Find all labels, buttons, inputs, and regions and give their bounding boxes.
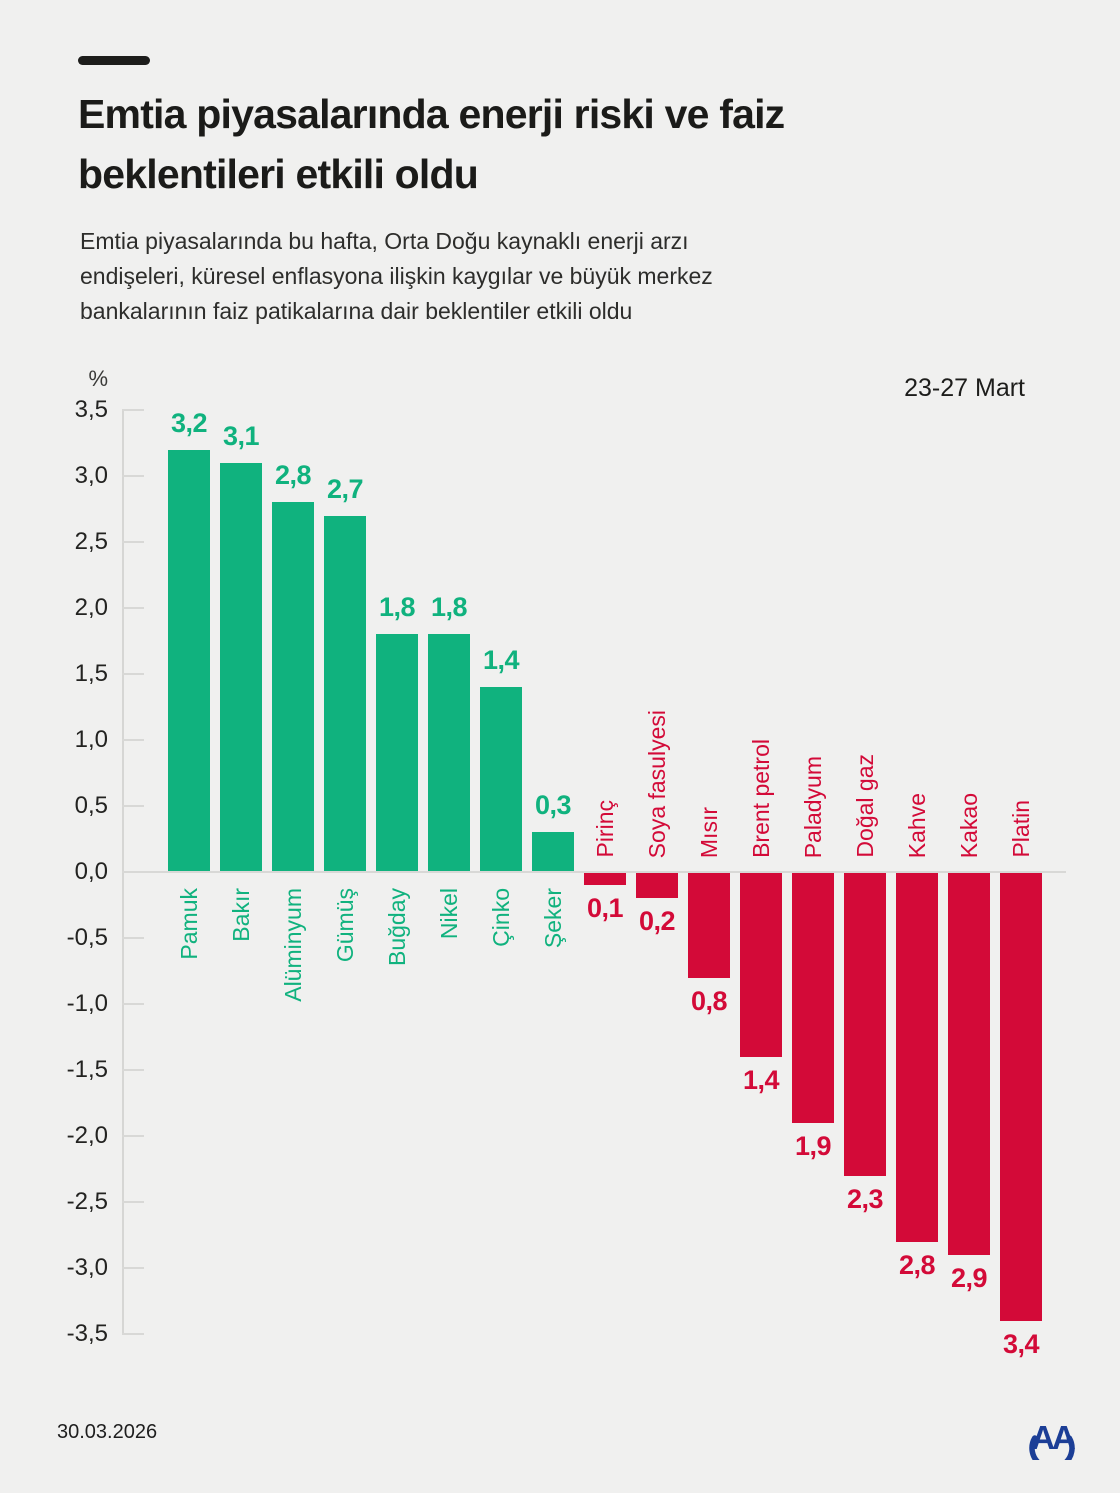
bar-category-label: Bakır bbox=[228, 888, 254, 942]
bar bbox=[1000, 872, 1042, 1321]
bar bbox=[220, 462, 262, 872]
y-tick-label: 0,0 bbox=[74, 858, 108, 885]
bar-value-label: 2,7 bbox=[326, 473, 364, 504]
bar bbox=[844, 872, 886, 1176]
y-tick-line bbox=[122, 673, 144, 675]
y-tick-line bbox=[122, 607, 144, 609]
bar-category-label: Pirinç bbox=[592, 800, 618, 858]
bar-category-label: Pamuk bbox=[176, 888, 202, 960]
bar-category-label: Buğday bbox=[384, 888, 410, 967]
y-tick-line bbox=[122, 541, 144, 543]
y-tick-line bbox=[122, 1003, 144, 1005]
bar-category-label: Gümüş bbox=[332, 888, 358, 963]
y-tick-line bbox=[122, 739, 144, 741]
bar-category-label: Soya fasulyesi bbox=[644, 709, 670, 858]
bar bbox=[480, 687, 522, 872]
y-tick-label: 1,5 bbox=[74, 660, 108, 687]
y-tick-label: -3,0 bbox=[66, 1254, 108, 1281]
page-subtitle-line-3: bankalarının faiz patikalarına dair bekl… bbox=[80, 298, 633, 324]
y-tick-label: 3,5 bbox=[74, 396, 108, 423]
period-label: 23-27 Mart bbox=[904, 374, 1025, 402]
bar-category-label: Nikel bbox=[436, 888, 462, 940]
page-subtitle: Emtia piyasalarında bu hafta, Orta Doğu … bbox=[80, 224, 713, 329]
bar-category-label: Paladyum bbox=[800, 755, 826, 858]
bar-value-label: 3,4 bbox=[1002, 1328, 1040, 1359]
page-title: Emtia piyasalarında enerji riski ve faiz… bbox=[78, 84, 785, 204]
bar-value-label: 1,8 bbox=[430, 592, 468, 623]
bar-value-label: 1,8 bbox=[378, 592, 416, 623]
bar-category-label: Şeker bbox=[540, 888, 566, 949]
bar-category-label: Kahve bbox=[904, 792, 930, 858]
bar-category-label: Platin bbox=[1008, 800, 1034, 858]
bar-value-label: 1,9 bbox=[794, 1130, 832, 1161]
bar-category-label: Çinko bbox=[488, 888, 514, 947]
bar-value-label: 0,3 bbox=[534, 790, 572, 821]
page-subtitle-line-1: Emtia piyasalarında bu hafta, Orta Doğu … bbox=[80, 228, 689, 254]
y-axis-unit-label: % bbox=[88, 366, 108, 391]
y-tick-label: -2,0 bbox=[66, 1122, 108, 1149]
y-tick-line bbox=[122, 1069, 144, 1071]
y-tick-line bbox=[122, 1201, 144, 1203]
y-tick-label: 2,0 bbox=[74, 594, 108, 621]
bar-value-label: 2,9 bbox=[950, 1262, 988, 1293]
y-tick-label: 1,0 bbox=[74, 726, 108, 753]
page-title-line-1: Emtia piyasalarında enerji riski ve faiz bbox=[78, 91, 785, 137]
bar-category-label: Mısır bbox=[696, 806, 722, 858]
bar-value-label: 2,8 bbox=[274, 460, 312, 491]
bar-value-label: 2,8 bbox=[898, 1249, 936, 1280]
bar-value-label: 0,2 bbox=[638, 906, 676, 937]
zero-baseline bbox=[122, 870, 1066, 873]
bar-value-label: 3,1 bbox=[222, 420, 260, 451]
y-tick-label: -1,0 bbox=[66, 990, 108, 1017]
bar bbox=[532, 832, 574, 872]
bar bbox=[948, 872, 990, 1255]
bar-value-label: 1,4 bbox=[742, 1064, 780, 1095]
page-subtitle-line-2: endişeleri, küresel enflasyona ilişkin k… bbox=[80, 263, 713, 289]
y-tick-line bbox=[122, 1267, 144, 1269]
bar-value-label: 2,3 bbox=[846, 1183, 884, 1214]
bar bbox=[324, 515, 366, 872]
y-tick-line bbox=[122, 1333, 144, 1335]
bar bbox=[376, 634, 418, 872]
aa-logo-text: AA bbox=[1031, 1419, 1075, 1456]
bar bbox=[272, 502, 314, 872]
y-tick-label: -0,5 bbox=[66, 924, 108, 951]
bar-category-label: Doğal gaz bbox=[852, 754, 878, 858]
footer-date: 30.03.2026 bbox=[57, 1421, 158, 1443]
y-tick-line bbox=[122, 409, 144, 411]
page-title-line-2: beklentileri etkili oldu bbox=[78, 151, 479, 197]
bar bbox=[688, 872, 730, 978]
y-tick-label: 2,5 bbox=[74, 528, 108, 555]
aa-logo: AA bbox=[1029, 1419, 1078, 1460]
bar bbox=[428, 634, 470, 872]
bar-category-label: Alüminyum bbox=[280, 888, 306, 1002]
y-tick-label: -2,5 bbox=[66, 1188, 108, 1215]
bar-value-label: 0,1 bbox=[586, 893, 624, 924]
bar-category-label: Brent petrol bbox=[748, 739, 774, 858]
bar bbox=[740, 872, 782, 1057]
y-tick-label: 3,0 bbox=[74, 462, 108, 489]
bar-chart: % 3,5 3,0 2,5 2,0 1,5 1,0 0,5 0,0 -0,5 -1,0 -1,5 -2… bbox=[40, 366, 1080, 1359]
bar bbox=[636, 872, 678, 899]
y-tick-label: 0,5 bbox=[74, 792, 108, 819]
y-tick-line bbox=[122, 805, 144, 807]
y-tick-line bbox=[122, 937, 144, 939]
y-tick-line bbox=[122, 475, 144, 477]
bar-value-label: 1,4 bbox=[482, 645, 520, 676]
bar bbox=[584, 872, 626, 886]
y-tick-label: -3,5 bbox=[66, 1320, 108, 1347]
bar-category-label: Kakao bbox=[956, 792, 982, 858]
y-tick-label: -1,5 bbox=[66, 1056, 108, 1083]
bar-value-label: 3,2 bbox=[170, 407, 208, 438]
title-accent-dash bbox=[78, 56, 150, 65]
bar bbox=[792, 872, 834, 1123]
y-tick-line bbox=[122, 1135, 144, 1137]
bar-value-label: 0,8 bbox=[690, 985, 728, 1016]
bar bbox=[896, 872, 938, 1242]
bar bbox=[168, 449, 210, 872]
aa-logo-arc bbox=[1029, 1435, 1075, 1460]
